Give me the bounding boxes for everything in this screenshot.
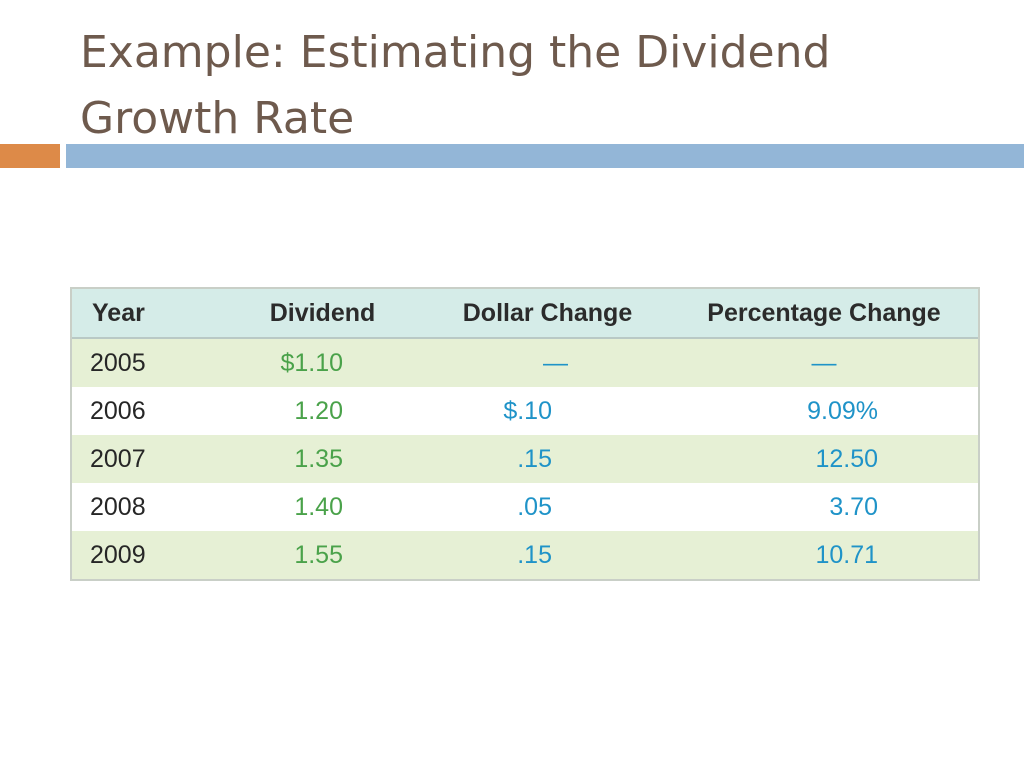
table-row: 2007 1.35 .15 12.50 bbox=[72, 435, 978, 483]
year-cell: 2009 bbox=[72, 531, 220, 579]
table-row: 2005 $1.10 — — bbox=[72, 338, 978, 387]
table-row: 2008 1.40 .05 3.70 bbox=[72, 483, 978, 531]
dividend-cell: 1.40 bbox=[220, 483, 425, 531]
column-header-percentage-change: Percentage Change bbox=[670, 289, 978, 339]
dividend-table: Year Dividend Dollar Change Percentage C… bbox=[72, 289, 978, 579]
column-header-dividend: Dividend bbox=[220, 289, 425, 339]
slide-title: Example: Estimating the Dividend Growth … bbox=[80, 27, 831, 144]
title-accent-orange-bar bbox=[0, 144, 60, 168]
dividend-table-frame: Year Dividend Dollar Change Percentage C… bbox=[70, 287, 980, 581]
dividend-cell: 1.20 bbox=[220, 387, 425, 435]
dollar-change-cell: .15 bbox=[425, 531, 670, 579]
year-cell: 2007 bbox=[72, 435, 220, 483]
column-header-year: Year bbox=[72, 289, 220, 339]
percentage-change-cell: 9.09% bbox=[670, 387, 978, 435]
percentage-change-cell: — bbox=[670, 338, 978, 387]
table-row: 2009 1.55 .15 10.71 bbox=[72, 531, 978, 579]
table-header-row: Year Dividend Dollar Change Percentage C… bbox=[72, 289, 978, 339]
year-cell: 2005 bbox=[72, 338, 220, 387]
dollar-change-cell: $.10 bbox=[425, 387, 670, 435]
year-cell: 2008 bbox=[72, 483, 220, 531]
percentage-change-cell: 12.50 bbox=[670, 435, 978, 483]
dollar-change-cell: .05 bbox=[425, 483, 670, 531]
year-cell: 2006 bbox=[72, 387, 220, 435]
percentage-change-cell: 3.70 bbox=[670, 483, 978, 531]
percentage-change-cell: 10.71 bbox=[670, 531, 978, 579]
dividend-cell: 1.35 bbox=[220, 435, 425, 483]
title-accent-blue-bar bbox=[66, 144, 1024, 168]
table-row: 2006 1.20 $.10 9.09% bbox=[72, 387, 978, 435]
dollar-change-cell: — bbox=[425, 338, 670, 387]
dividend-cell: 1.55 bbox=[220, 531, 425, 579]
dividend-cell: $1.10 bbox=[220, 338, 425, 387]
column-header-dollar-change: Dollar Change bbox=[425, 289, 670, 339]
dollar-change-cell: .15 bbox=[425, 435, 670, 483]
